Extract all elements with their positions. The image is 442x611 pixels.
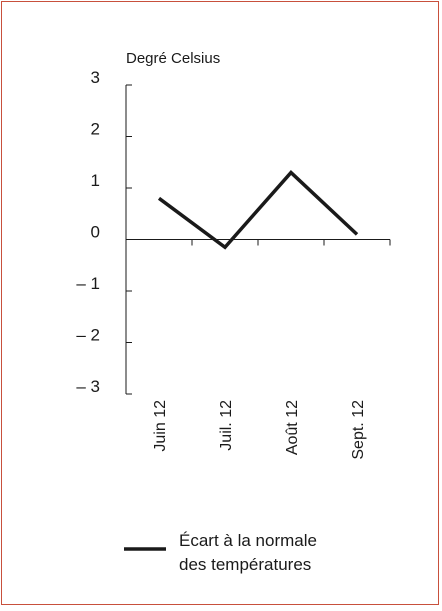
y-axis: 3 2 1 0 – 1 – 2 – 3: [76, 68, 132, 396]
y-tick-label: – 1: [76, 274, 100, 293]
series-lines: [159, 173, 357, 248]
y-tick-label: 3: [91, 68, 100, 87]
x-tick-label: Juin 12: [152, 400, 169, 452]
y-tick-label: – 2: [76, 326, 100, 345]
chart-frame: Degré Celsius 3 2 1 0 – 1 – 2 – 3 Juin 12 Juil.…: [1, 1, 439, 605]
y-unit-label: Degré Celsius: [126, 50, 220, 67]
legend-label-line-1: Écart à la normale: [179, 531, 317, 550]
legend: Écart à la normale des températures: [124, 531, 317, 574]
legend-label-line-2: des températures: [179, 555, 311, 574]
x-tick-label: Août 12: [284, 400, 301, 455]
x-tick-label: Sept. 12: [350, 400, 367, 460]
x-axis: Juin 12 Juil. 12 Août 12 Sept. 12: [126, 240, 390, 460]
y-tick-label: 2: [91, 120, 100, 139]
y-tick-label: 0: [91, 223, 100, 242]
series-line: [159, 173, 357, 248]
line-chart: Degré Celsius 3 2 1 0 – 1 – 2 – 3 Juin 12 Juil.…: [2, 2, 440, 606]
y-tick-label: – 3: [76, 377, 100, 396]
x-tick-label: Juil. 12: [218, 400, 235, 451]
y-tick-label: 1: [91, 171, 100, 190]
